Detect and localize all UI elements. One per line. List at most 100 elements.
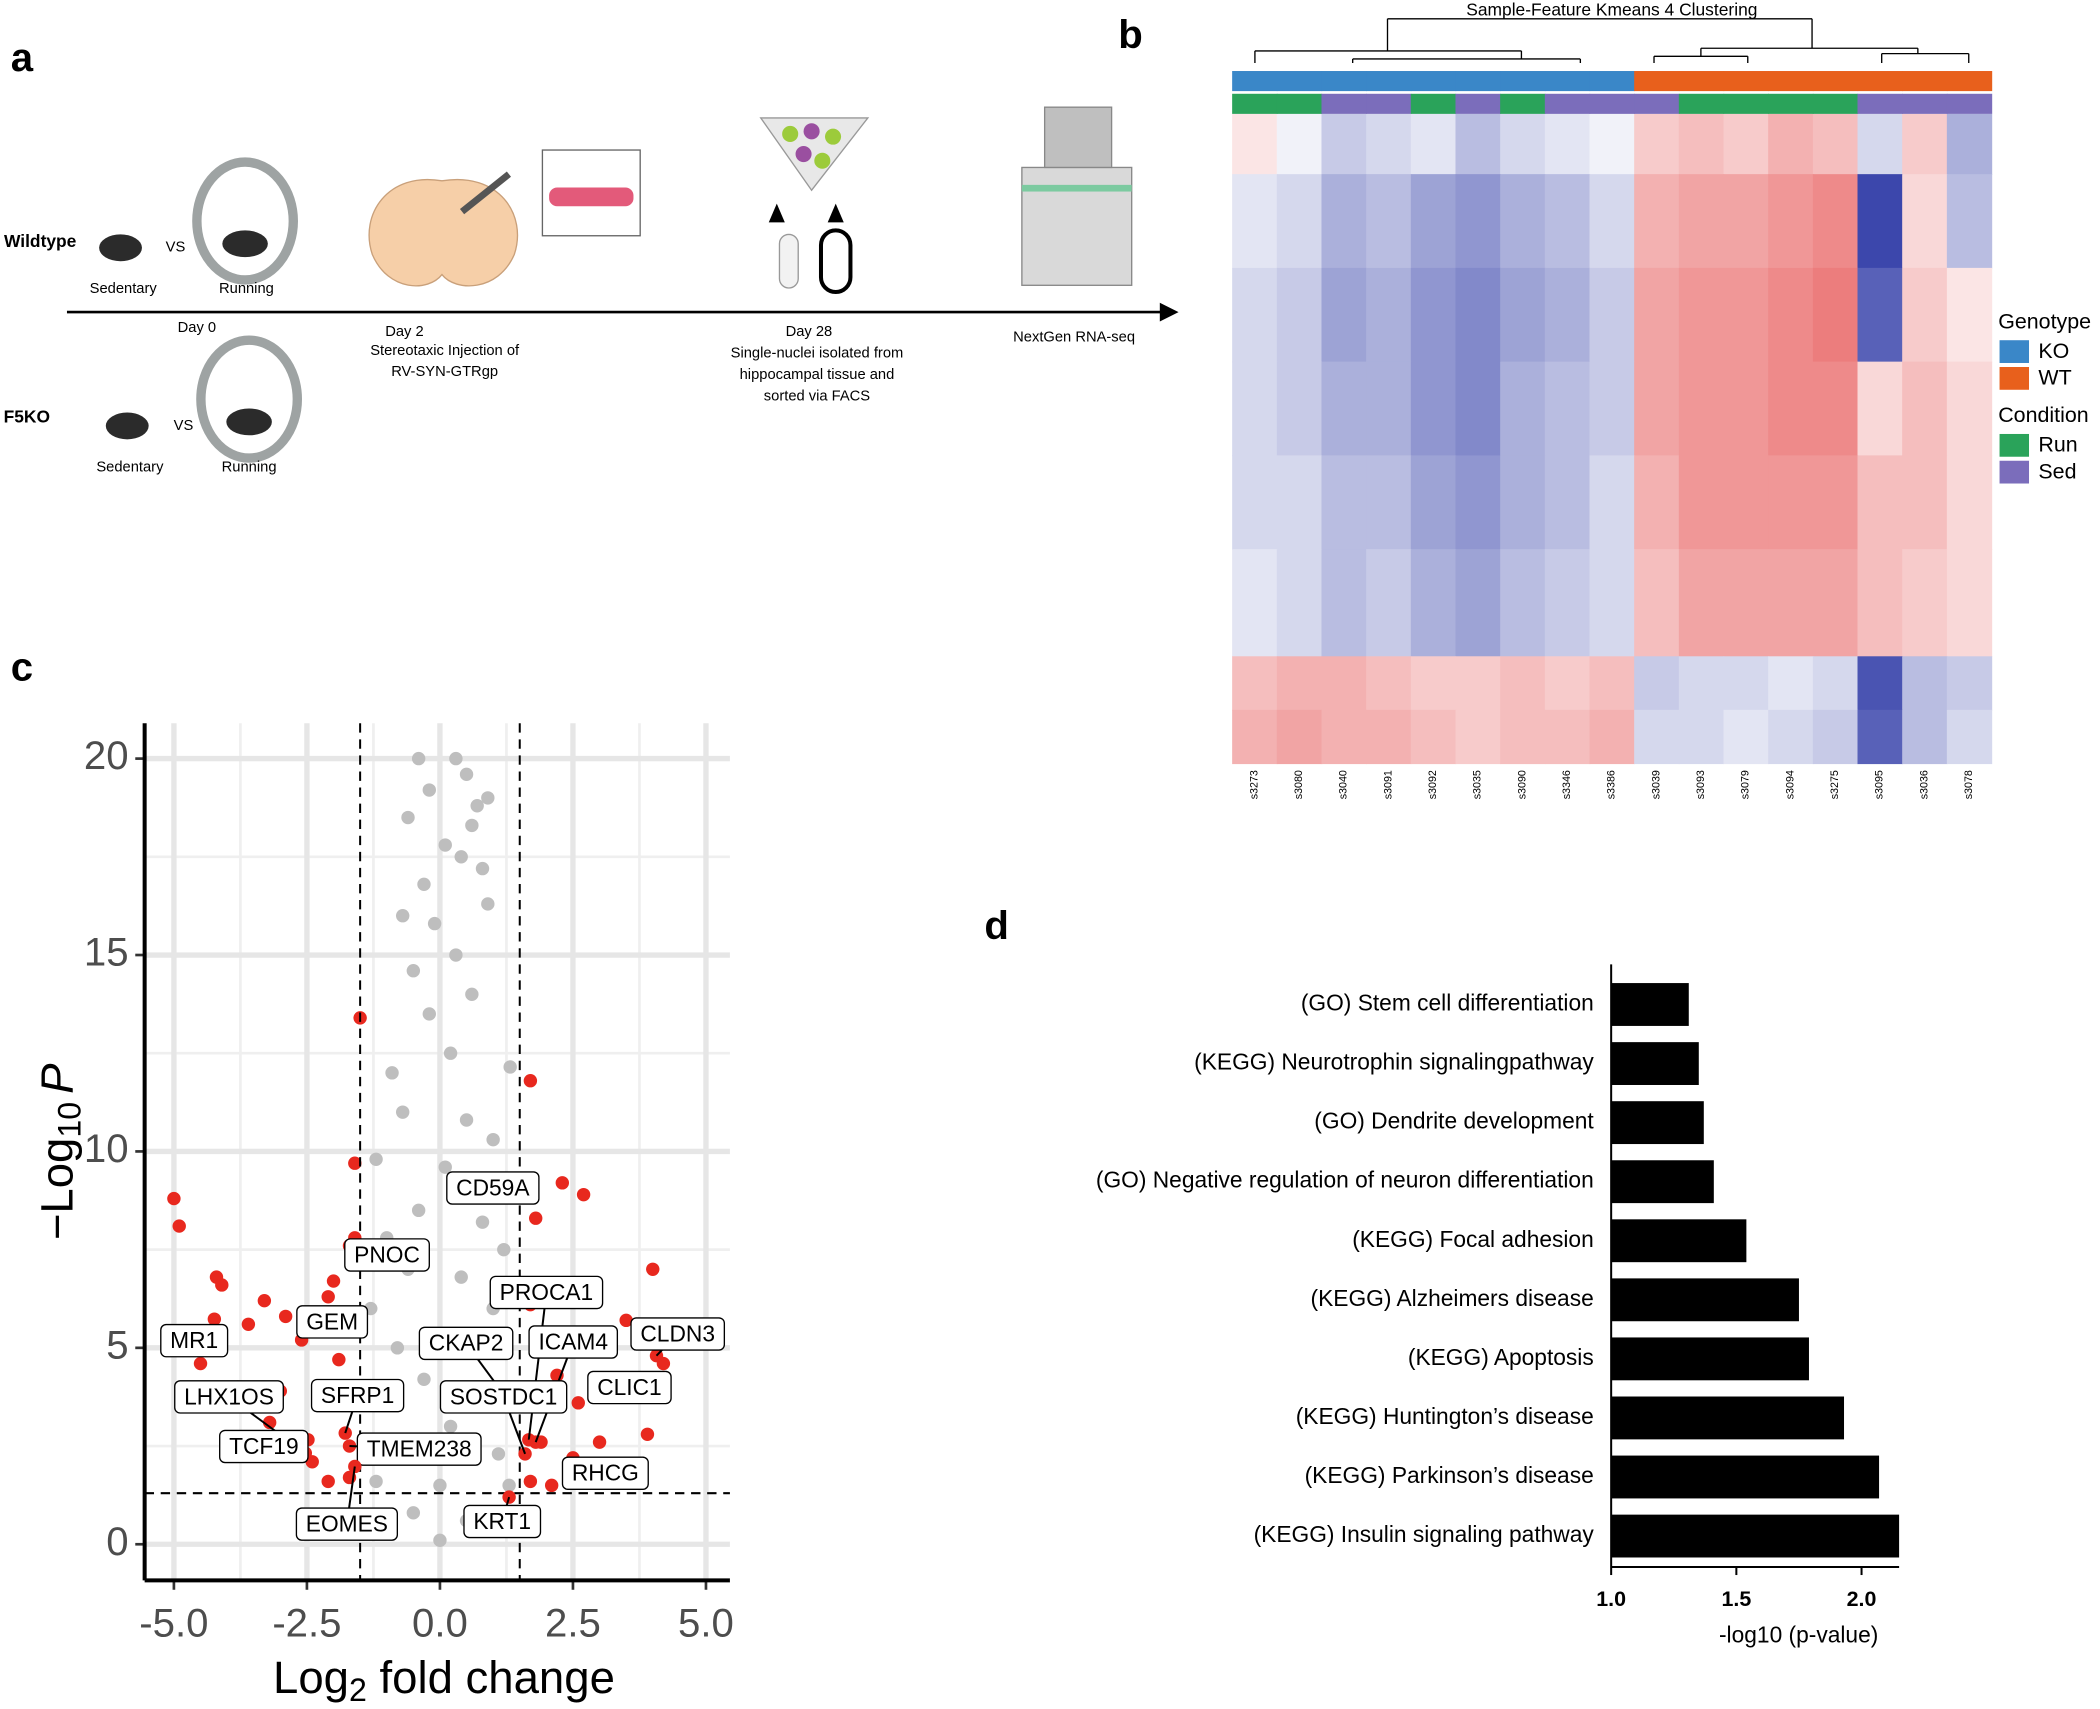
- label-box: [310, 1378, 405, 1413]
- annotation-cell: [1410, 93, 1457, 114]
- connector: [527, 1292, 548, 1440]
- legend-label: KO: [2038, 339, 2069, 363]
- heatmap-cell: [1321, 174, 1367, 269]
- point: [172, 1219, 186, 1233]
- category-label: (GO) Stem cell differentiation: [1301, 990, 1594, 1016]
- annotation-cell: [1544, 71, 1591, 92]
- heatmap-cell: [1589, 361, 1635, 457]
- label-part: Log: [273, 1652, 349, 1703]
- heatmap-cell: [1857, 656, 1903, 711]
- heatmap-cell: [1366, 267, 1412, 363]
- condition-label: Sedentary: [90, 281, 158, 297]
- heatmap-cell: [1857, 549, 1903, 657]
- legend-title: Condition: [1998, 403, 2088, 427]
- heatmap-cell: [1634, 113, 1680, 175]
- schematic: Wildtype VS Sedentary Running Day 0 F5KO…: [4, 106, 1179, 475]
- point: [465, 818, 479, 833]
- sample-label: s3093: [1695, 770, 1707, 799]
- annotation-cell: [1276, 71, 1323, 92]
- point: [438, 1160, 452, 1174]
- heatmap-cell: [1723, 267, 1769, 363]
- heatmap-cell: [1723, 113, 1769, 175]
- annotation-cell: [1410, 71, 1457, 92]
- gene-label: EOMES: [306, 1510, 388, 1536]
- heatmap-cell: [1410, 174, 1457, 269]
- step-text: RV-SYN-GTRgp: [391, 364, 498, 380]
- heatmap-cell: [1410, 113, 1457, 175]
- heatmap-cell: [1812, 113, 1859, 175]
- point: [465, 987, 479, 1001]
- heatmap-cell: [1500, 113, 1546, 175]
- point: [454, 1270, 468, 1284]
- category-label: (KEGG) Focal adhesion: [1352, 1226, 1594, 1252]
- annotation-cell: [1544, 93, 1591, 114]
- annotation-cell: [1723, 93, 1769, 114]
- heatmap-cell: [1634, 361, 1680, 457]
- category-label: (KEGG) Apoptosis: [1408, 1344, 1594, 1370]
- point: [369, 1474, 383, 1489]
- heatmap-cell: [1812, 549, 1859, 657]
- group-label: F5KO: [4, 406, 50, 426]
- annotated-point: [348, 1459, 362, 1474]
- heatmap-cell: [1410, 267, 1457, 363]
- legend-swatch: [1999, 460, 2030, 484]
- heatmap-cell: [1366, 549, 1412, 657]
- point: [422, 1007, 436, 1021]
- tube: [778, 233, 799, 289]
- condition-label: Sedentary: [96, 459, 164, 475]
- annotation-cell: [1634, 93, 1680, 114]
- point: [369, 1152, 383, 1166]
- point: [390, 1341, 405, 1355]
- label-box: [219, 1429, 309, 1464]
- point: [278, 1309, 293, 1324]
- category-label: (KEGG) Parkinson’s disease: [1305, 1462, 1594, 1488]
- point: [401, 810, 415, 825]
- annotation-cell: [1455, 93, 1501, 114]
- heatmap-cell: [1946, 174, 1993, 269]
- sample-label: s3094: [1784, 770, 1796, 799]
- y-axis-label: −Log10 P: [31, 1063, 88, 1240]
- mouse: [99, 234, 142, 262]
- heatmap-cell: [1276, 455, 1323, 550]
- label-box: [489, 1275, 604, 1310]
- condition-label: Running: [222, 459, 277, 475]
- heatmap-cell: [1902, 267, 1948, 363]
- point: [385, 1066, 399, 1080]
- gene-label: PROCA1: [500, 1279, 594, 1305]
- heatmap-cell: [1321, 113, 1367, 175]
- annotation-cell: [1678, 71, 1725, 92]
- x-tick-label: 2.0: [1847, 1587, 1877, 1611]
- sequencer-screen: [1043, 106, 1113, 169]
- brain: [368, 178, 519, 287]
- sample-label: s3273: [1248, 770, 1260, 799]
- annotation-cell: [1276, 93, 1323, 114]
- point: [422, 783, 436, 797]
- heatmap-cell: [1544, 549, 1591, 657]
- heatmap-cell: [1366, 709, 1412, 765]
- point: [491, 1447, 506, 1461]
- bar: [1611, 1101, 1704, 1145]
- panel-label: d: [984, 903, 1009, 948]
- category-label: (GO) Negative regulation of neuron diffe…: [1096, 1167, 1594, 1193]
- point: [459, 1113, 474, 1127]
- step-text: sorted via FACS: [764, 388, 871, 404]
- category-label: (KEGG) Insulin signaling pathway: [1254, 1521, 1595, 1547]
- point: [571, 1396, 585, 1410]
- label-box: [446, 1171, 540, 1205]
- heatmap-cell: [1232, 549, 1278, 657]
- point: [459, 767, 474, 782]
- heatmap-cell: [1589, 267, 1635, 363]
- heatmap-cell: [1678, 267, 1725, 363]
- label-box: [418, 1326, 514, 1361]
- panel-label: b: [1118, 12, 1143, 57]
- day-label: Day 28: [786, 324, 833, 340]
- sample-label: s3386: [1606, 770, 1618, 799]
- gene-label: CLIC1: [597, 1374, 661, 1400]
- annotation-cell: [1366, 71, 1412, 92]
- heatmap-cell: [1857, 113, 1903, 175]
- heatmap-cell: [1276, 709, 1323, 765]
- gene-label: MR1: [170, 1327, 218, 1353]
- gene-label: KRT1: [473, 1508, 531, 1534]
- sample-label: s3040: [1338, 770, 1350, 799]
- panel-letters: a b c d: [11, 12, 1143, 948]
